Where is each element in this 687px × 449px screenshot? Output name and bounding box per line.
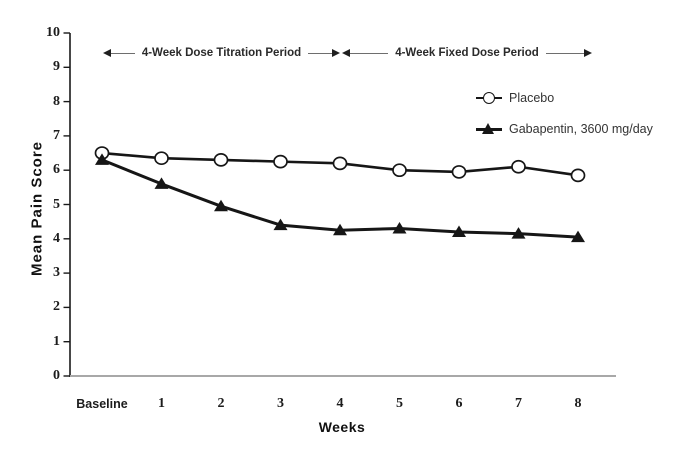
annotation-fixed-label: 4-Week Fixed Dose Period (395, 47, 539, 59)
y-tick-label: 1 (53, 333, 60, 349)
arrowhead-right-icon (332, 49, 340, 57)
x-tick-label: 2 (217, 396, 225, 411)
legend-item-gabapentin: Gabapentin, 3600 mg/day (476, 120, 653, 138)
y-tick-label: 2 (53, 299, 60, 315)
x-tick-label: 3 (277, 396, 284, 411)
gabapentin-data-point (154, 177, 169, 189)
placebo-data-point (570, 168, 586, 183)
arrow-line (545, 52, 584, 54)
placebo-data-point (273, 154, 288, 169)
x-tick-label: 7 (515, 396, 522, 411)
gabapentin-data-point (571, 230, 585, 243)
placebo-data-point (332, 156, 348, 171)
gabapentin-data-point (452, 225, 466, 237)
y-tick-label: 4 (53, 230, 60, 246)
gabapentin-data-point (95, 153, 109, 165)
x-tick-label: 4 (336, 396, 344, 411)
placebo-data-point (451, 165, 467, 179)
y-tick-label: 6 (53, 162, 60, 178)
legend-marker (476, 91, 502, 105)
arrow-line (350, 52, 389, 54)
placebo-data-point (154, 151, 169, 166)
annotation-titration-period: 4-Week Dose Titration Period (103, 45, 340, 61)
annotation-fixed-period: 4-Week Fixed Dose Period (342, 45, 592, 61)
y-tick-label: 10 (46, 25, 60, 40)
y-tick-label: 8 (53, 93, 60, 109)
legend-marker (476, 122, 502, 136)
placebo-data-point (213, 153, 229, 167)
legend-label-gabapentin: Gabapentin, 3600 mg/day (509, 122, 653, 136)
legend: Placebo Gabapentin, 3600 mg/day (476, 89, 653, 151)
placebo-data-point (392, 163, 407, 178)
y-tick-label: 0 (53, 368, 60, 383)
arrowhead-right-icon (584, 49, 592, 57)
y-tick-label: 7 (53, 127, 60, 143)
x-tick-label: Baseline (76, 397, 128, 411)
arrowhead-left-icon (103, 49, 111, 57)
y-tick-label: 5 (53, 196, 60, 212)
legend-item-placebo: Placebo (476, 89, 653, 107)
gabapentin-data-point (273, 218, 288, 231)
x-axis-title: Weeks (318, 419, 366, 435)
annotation-titration-label: 4-Week Dose Titration Period (141, 47, 302, 59)
gabapentin-data-point (333, 223, 347, 236)
y-tick-label: 9 (53, 59, 60, 75)
arrow-line (111, 52, 135, 54)
x-tick-label: 6 (455, 396, 463, 411)
arrow-line (308, 52, 332, 54)
legend-label-placebo: Placebo (509, 91, 555, 105)
x-tick-label: 5 (396, 396, 403, 411)
x-tick-label: 8 (574, 396, 582, 411)
gabapentin-data-point (214, 199, 228, 212)
arrowhead-left-icon (342, 49, 350, 57)
x-tick-label: 1 (158, 396, 165, 411)
placebo-data-point (511, 159, 526, 174)
filled-triangle-icon (482, 123, 494, 134)
y-tick-label: 3 (53, 265, 60, 281)
open-circle-icon (483, 92, 495, 104)
gabapentin-data-point (392, 222, 407, 234)
gabapentin-data-point (511, 227, 526, 239)
